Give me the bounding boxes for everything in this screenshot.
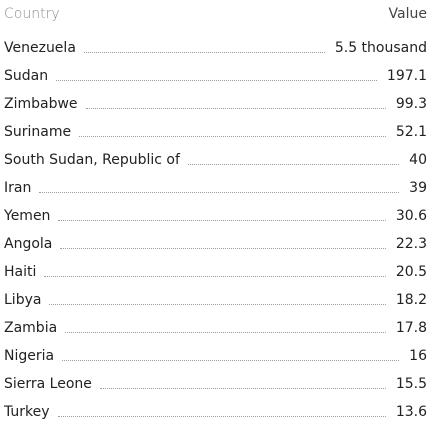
dotted-leader [79, 135, 386, 137]
value-cell: 18.2 [395, 292, 427, 308]
table-body: Venezuela 5.5 thousand Sudan 197.1 Zimbabwe 9… [0, 34, 433, 426]
value-cell: 39 [409, 180, 427, 196]
country-cell: Sierra Leone [4, 376, 92, 392]
table-row: Turkey 13.6 [0, 398, 433, 426]
value-cell: 5.5 thousand [334, 40, 427, 56]
country-column-header[interactable]: Country [4, 6, 60, 22]
table-row: Suriname 52.1 [0, 118, 433, 146]
table-row: South Sudan, Republic of 40 [0, 146, 433, 174]
table-row: Sierra Leone 15.5 [0, 370, 433, 398]
dotted-leader [39, 191, 400, 193]
table-row: Zambia 17.8 [0, 314, 433, 342]
country-cell: Iran [4, 180, 32, 196]
country-cell: Yemen [4, 208, 51, 224]
table-row: Haiti 20.5 [0, 258, 433, 286]
dotted-leader [49, 303, 386, 305]
country-cell: Libya [4, 292, 42, 308]
country-cell: Haiti [4, 264, 37, 280]
value-cell: 13.6 [395, 404, 427, 420]
table-row: Nigeria 16 [0, 342, 433, 370]
country-cell: Angola [4, 236, 53, 252]
value-cell: 99.3 [395, 96, 427, 112]
value-cell: 30.6 [395, 208, 427, 224]
country-cell: South Sudan, Republic of [4, 152, 180, 168]
value-cell: 16 [409, 348, 427, 364]
dotted-leader [58, 219, 386, 221]
value-cell: 22.3 [395, 236, 427, 252]
table-row: Libya 18.2 [0, 286, 433, 314]
dotted-leader [57, 415, 386, 417]
table-row: Iran 39 [0, 174, 433, 202]
dotted-leader [65, 331, 386, 333]
country-cell: Venezuela [4, 40, 76, 56]
country-cell: Zimbabwe [4, 96, 78, 112]
table-header: Country Value [0, 0, 433, 30]
dotted-leader [60, 247, 386, 249]
value-cell: 20.5 [395, 264, 427, 280]
value-cell: 197.1 [386, 68, 427, 84]
country-cell: Zambia [4, 320, 58, 336]
value-cell: 15.5 [395, 376, 427, 392]
value-cell: 52.1 [395, 124, 427, 140]
country-cell: Suriname [4, 124, 72, 140]
table-row: Zimbabwe 99.3 [0, 90, 433, 118]
dotted-leader [62, 359, 400, 361]
dotted-leader [44, 275, 386, 277]
table-row: Angola 22.3 [0, 230, 433, 258]
value-cell: 17.8 [395, 320, 427, 336]
value-cell: 40 [409, 152, 427, 168]
table-row: Venezuela 5.5 thousand [0, 34, 433, 62]
country-cell: Turkey [4, 404, 50, 420]
country-cell: Sudan [4, 68, 49, 84]
dotted-leader [187, 163, 400, 165]
country-cell: Nigeria [4, 348, 55, 364]
dotted-leader [56, 79, 377, 81]
dotted-leader [85, 107, 386, 109]
dotted-leader [83, 51, 325, 53]
value-column-header[interactable]: Value [388, 6, 427, 22]
table-row: Sudan 197.1 [0, 62, 433, 90]
table-row: Yemen 30.6 [0, 202, 433, 230]
dotted-leader [99, 387, 386, 389]
